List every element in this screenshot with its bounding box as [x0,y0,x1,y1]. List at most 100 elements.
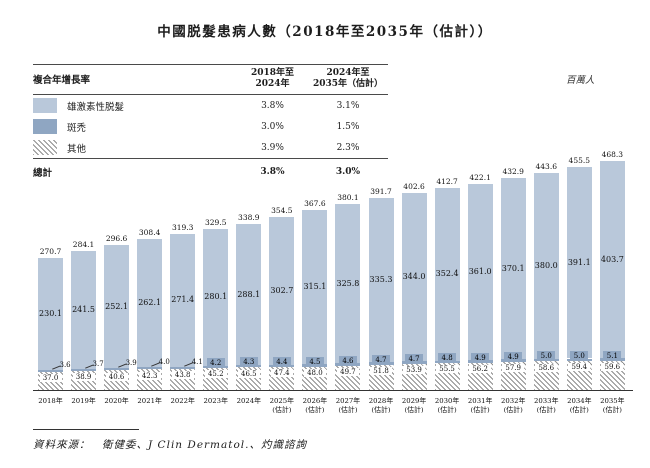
x-axis-year-label: 2035年 [600,397,625,405]
androgenetic-value-label: 271.4 [171,295,195,305]
total-value-label: 270.7 [39,246,62,256]
total-value-label: 412.7 [436,177,458,187]
bar-segment-androgenetic [170,233,196,367]
total-value-label: 443.6 [535,162,557,172]
androgenetic-value-label: 241.5 [72,305,95,315]
table-rule-total [33,158,388,159]
areata-value-label: 4.2 [206,357,225,368]
bar-segment-androgenetic [599,160,625,359]
bar-segment-areata [71,369,97,371]
x-axis-year-label: 2018年 [38,397,63,405]
areata-value-label: 4.1 [191,357,203,366]
others-value-label: 59.4 [568,363,591,372]
total-value-label: 319.3 [171,222,194,232]
x-axis-estimate-label: (估計) [338,406,358,414]
total-value-label: 296.6 [105,233,128,243]
cagr-total-value: 3.8% [260,167,285,177]
others-swatch [33,140,57,155]
cagr-header-col1: 2018年至 2024年 [237,68,308,90]
others-value-label: 42.3 [138,371,161,380]
cagr-table-header: 複合年增長率 2018年至 2024年 2024年至 2035年（估計） [33,65,388,94]
source-note: 資料來源： 衛健委、J Clin Dermatol.、灼識諮詢 [33,439,308,451]
others-value-label: 59.6 [601,363,624,372]
others-value-label: 38.9 [72,373,95,382]
x-axis-year-label: 2027年 [335,397,361,405]
x-axis-estimate-label: (估計) [470,406,490,414]
cagr-value: 3.1% [336,100,360,111]
total-value-label: 329.5 [205,217,227,227]
x-axis-year-label: 2025年 [269,397,295,405]
bar-segment-androgenetic [533,173,559,359]
others-value-label: 45.2 [204,370,227,379]
cagr-header-col1-line2: 2024年 [255,79,290,89]
x-axis-year-label: 2033年 [534,397,559,405]
areata-value-label: 3.6 [59,360,71,369]
x-axis-year-label: 2020年 [104,397,129,405]
x-axis-year-label: 2032年 [500,397,526,405]
others-value-label: 53.9 [403,366,426,375]
bar-segment-androgenetic [302,210,328,365]
androgenetic-value-label: 380.0 [534,260,558,270]
cagr-value: 3.0% [261,121,284,132]
total-value-label: 284.1 [72,240,95,250]
cagr-table: 複合年增長率 2018年至 2024年 2024年至 2035年（估計） 雄激素… [33,64,388,184]
cagr-header-col2: 2024年至 2035年（估計） [308,68,388,90]
areata-value-label: 4.7 [405,353,424,364]
bar-segment-areata [170,366,196,369]
others-value-label: 48.0 [303,369,326,378]
cagr-value: 2.3% [336,142,360,153]
bar-segment-androgenetic [500,178,526,360]
x-axis-estimate-label: (估計) [569,406,589,414]
areata-swatch [33,119,57,134]
x-axis-year-label: 2026年 [302,397,328,405]
cagr-total-value: 3.0% [335,167,361,177]
total-value-label: 455.5 [568,156,591,166]
bar-segment-androgenetic [368,198,394,363]
bar-segment-androgenetic [104,244,130,369]
x-axis-year-label: 2034年 [567,397,592,405]
androgenetic-value-label: 288.1 [237,289,261,299]
androgenetic-value-label: 361.0 [468,266,492,276]
cagr-total-label: 總計 [33,168,53,179]
androgenetic-value-label: 370.1 [501,263,525,273]
cagr-value: 1.5% [336,121,360,132]
cagr-value: 3.8% [261,100,284,111]
bar-segment-androgenetic [137,239,163,368]
legend-label: 雄激素性脱髮 [67,101,125,113]
bar-segment-androgenetic [566,167,592,359]
x-axis-year-label: 2023年 [203,397,228,405]
others-value-label: 47.4 [270,369,293,378]
legend-row-others: 其他 3.9% 2.3% [33,137,388,158]
others-value-label: 51.8 [370,367,392,376]
androgenetic-value-label: 302.7 [270,285,294,295]
bar-segment-androgenetic [38,257,63,371]
androgenetic-value-label: 325.8 [336,278,360,288]
legend-row-androgenetic: 雄激素性脱髮 3.8% 3.1% [33,95,388,116]
bar-segment-androgenetic [401,193,427,362]
others-value-label: 46.5 [237,369,260,378]
androgenetic-value-label: 280.1 [204,292,228,302]
legend-label: 其他 [67,143,87,155]
areata-value-label: 5.1 [603,350,622,361]
others-value-label: 58.6 [535,363,558,372]
bar-segment-androgenetic [467,183,493,361]
x-axis-year-label: 2024年 [236,397,262,405]
total-value-label: 432.9 [502,167,524,177]
areata-value-label: 4.8 [438,352,457,363]
cagr-total-row: 總計 3.8% 3.0% [33,159,388,184]
areata-value-label: 4.9 [504,351,523,362]
x-axis-year-label: 2022年 [170,397,195,405]
cagr-value: 3.9% [261,142,284,153]
x-axis-estimate-label: (估計) [404,406,424,414]
areata-value-label: 3.9 [125,359,137,368]
x-axis-year-label: 2019年 [71,397,96,405]
others-value-label: 43.8 [171,371,194,380]
areata-value-label: 5.0 [570,350,589,361]
x-axis-year-label: 2030年 [434,397,460,405]
total-value-label: 391.7 [370,187,392,197]
androgenetic-value-label: 403.7 [600,254,624,264]
androgenetic-value-label: 344.0 [402,272,426,282]
bar-segment-androgenetic [434,188,460,361]
total-value-label: 354.5 [271,205,293,215]
